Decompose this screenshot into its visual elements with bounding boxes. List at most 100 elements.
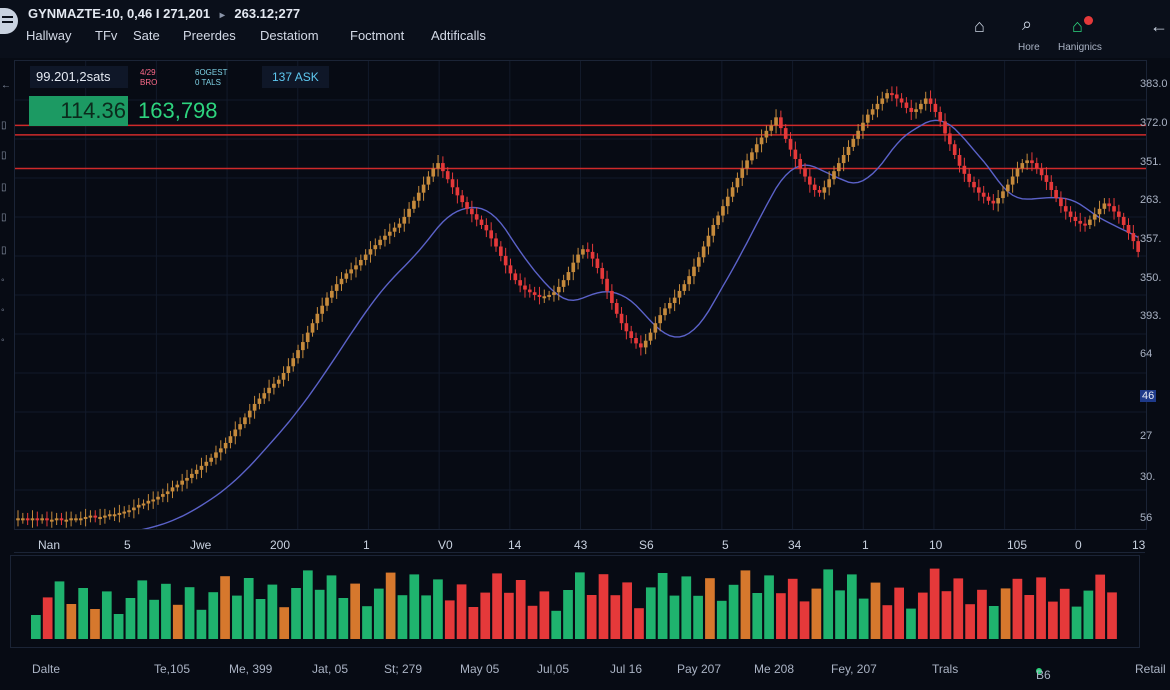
candle-body — [894, 94, 899, 99]
price-chart[interactable] — [14, 60, 1147, 536]
arrow-left-icon[interactable]: ← — [1150, 16, 1168, 36]
tool-line-icon[interactable]: ▯ — [1, 150, 7, 161]
ticker-value: 263.12;277 — [234, 6, 301, 21]
candle-body — [136, 504, 141, 508]
tool-text-icon[interactable]: ▯ — [1, 212, 7, 223]
tool-cursor-icon[interactable]: ▯ — [1, 120, 7, 131]
volume-bar — [137, 580, 148, 639]
volume-bar — [456, 584, 467, 639]
price-tick: 56 — [1140, 512, 1153, 524]
menu-item-destatiom[interactable]: Destatiom — [260, 28, 319, 43]
candle-body — [513, 273, 518, 281]
menu-item-tfv[interactable]: TFv — [95, 28, 118, 43]
candle-body — [518, 280, 522, 286]
candle-body — [721, 206, 725, 216]
tool-zoom-icon[interactable]: ◦ — [1, 275, 5, 286]
tool-pen-icon[interactable]: ▯ — [1, 182, 7, 193]
candle-body — [899, 98, 904, 103]
candle-body — [619, 313, 624, 324]
candle-body — [1010, 176, 1015, 185]
candle-body — [301, 342, 305, 351]
volume-bar — [740, 570, 751, 639]
price-tick: 350. — [1140, 272, 1162, 284]
candle-body — [257, 398, 262, 404]
volume-bar — [220, 576, 230, 639]
volume-bar — [350, 583, 361, 639]
menu-logo-icon[interactable] — [0, 8, 18, 34]
candle-body — [822, 187, 827, 193]
menu-item-foctmont[interactable]: Foctmont — [350, 28, 405, 43]
volume-bar — [610, 595, 621, 639]
volume-bar — [823, 569, 834, 639]
candle-body — [252, 403, 257, 411]
candle-body — [991, 200, 996, 204]
candle-body — [527, 289, 532, 293]
candle-body — [373, 245, 378, 250]
menu-item-hallway[interactable]: Hallway — [26, 28, 72, 43]
candle-body — [793, 149, 798, 160]
candle-body — [180, 480, 184, 485]
ticker-symbol: GYNMAZTE-10, 0,46 I 271,201 — [28, 6, 211, 21]
candle-body — [967, 173, 972, 182]
tool-magnet-icon[interactable]: ◦ — [1, 305, 5, 316]
candle-body — [16, 518, 20, 521]
candle-body — [450, 179, 455, 188]
candle-body — [1015, 168, 1020, 177]
x-tick: 0 — [1075, 538, 1082, 552]
x-tick: 10 — [929, 538, 943, 552]
volume-bar — [858, 598, 869, 639]
candle-body — [581, 249, 585, 255]
candle-body — [952, 144, 957, 156]
volume-bar — [586, 595, 597, 639]
candle-body — [122, 511, 127, 514]
volume-bar — [906, 608, 916, 639]
candle-body — [441, 163, 445, 172]
candle-body — [658, 315, 663, 324]
house-notification-icon[interactable]: ⌂ — [1072, 16, 1083, 36]
candle-body — [1034, 163, 1039, 169]
volume-bar — [776, 593, 786, 639]
candle-body — [914, 109, 918, 112]
menu-item-sate[interactable]: Sate — [133, 28, 160, 43]
candle-body — [40, 518, 44, 521]
candle-body — [479, 219, 484, 225]
volume-bar — [728, 584, 739, 639]
volume-bar — [279, 607, 290, 639]
candle-body — [132, 507, 136, 511]
volume-bar — [444, 600, 455, 639]
date-tick: Trals — [932, 662, 959, 676]
candle-body — [503, 255, 508, 266]
menu-item-preerdes[interactable]: Preerdes — [183, 28, 236, 43]
candle-body — [286, 366, 291, 373]
candle-body — [310, 323, 315, 333]
volume-bar — [941, 591, 952, 639]
price-tick: 64 — [1140, 348, 1153, 360]
volume-bar — [1083, 590, 1094, 639]
menu-item-adtificalls[interactable]: Adtificalls — [431, 28, 486, 43]
volume-bar — [1048, 601, 1058, 639]
candle-body — [276, 379, 281, 384]
date-axis: Dalte Te,105 Me, 399 Jat, 05 St; 279 May… — [0, 656, 1170, 686]
price-tick: 263. — [1140, 194, 1162, 206]
candle-body — [706, 235, 711, 247]
volume-bar — [681, 576, 692, 639]
volume-panel[interactable] — [10, 555, 1140, 648]
candle-body — [938, 111, 943, 122]
search-icon[interactable]: ⌕ — [1022, 14, 1033, 34]
candle-body — [218, 448, 223, 453]
candle-body — [1020, 163, 1025, 169]
tool-arrow-icon[interactable]: ← — [1, 80, 11, 91]
volume-bar — [31, 615, 41, 639]
volume-bar — [113, 614, 124, 639]
tool-eraser-icon[interactable]: ◦ — [1, 335, 5, 346]
candle-body — [35, 518, 40, 521]
home-shield-icon[interactable]: ⌂ — [974, 16, 985, 36]
ask-button[interactable]: 137 ASK — [262, 66, 329, 88]
ticker-header: GYNMAZTE-10, 0,46 I 271,201 ▸ 263.12;277 — [28, 6, 300, 21]
volume-bar — [184, 587, 195, 639]
candle-body — [1097, 208, 1102, 215]
candle-body — [957, 155, 962, 166]
x-tick: 105 — [1007, 538, 1028, 552]
tool-measure-icon[interactable]: ▯ — [1, 245, 7, 256]
candle-body — [1121, 216, 1126, 225]
